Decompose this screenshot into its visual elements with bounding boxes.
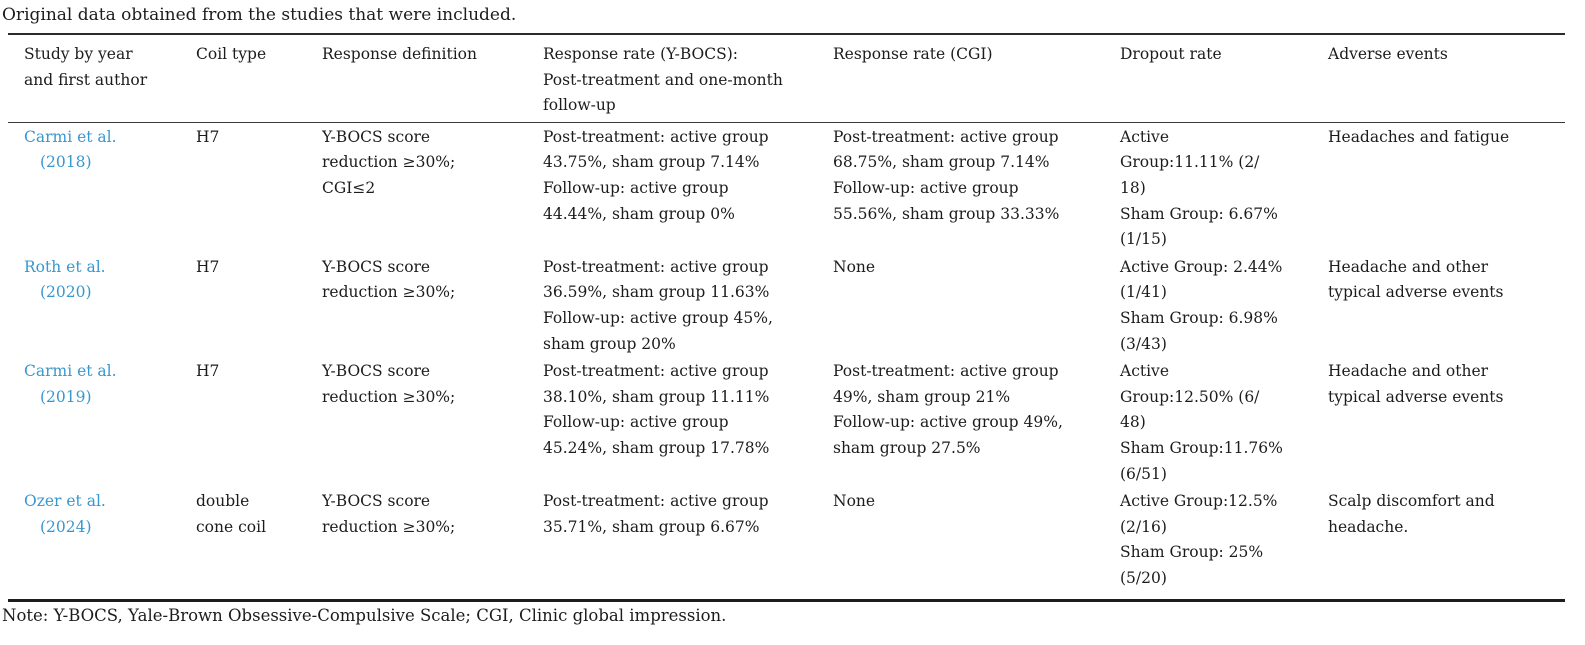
table-row: Roth et al. (2020) H7 Y-BOCS score reduc…: [8, 253, 1565, 357]
col-header-response-rate-ybocs: Response rate (Y-BOCS): Post-treatment a…: [543, 34, 833, 123]
cell-coil-type: H7: [196, 362, 220, 381]
cell-response-definition: Y-BOCS score reduction ≥30%;: [322, 362, 456, 406]
cell-dropout-rate: Active Group:12.50% (6/ 48) Sham Group:1…: [1120, 362, 1283, 483]
cell-response-rate-cgi: None: [833, 257, 876, 276]
col-header-adverse-events: Adverse events: [1328, 34, 1565, 123]
col-header-response-rate-cgi: Response rate (CGI): [833, 34, 1120, 123]
cell-coil-type: double cone coil: [196, 492, 267, 536]
cell-study: Roth et al. (2020): [8, 253, 196, 357]
cell-response-rate-cgi: None: [833, 492, 876, 511]
table-row: Carmi et al. (2019) H7 Y-BOCS score redu…: [8, 357, 1565, 487]
col-header-response-definition: Response definition: [322, 34, 543, 123]
cell-response-rate-cgi: Post-treatment: active group 49%, sham g…: [833, 362, 1063, 457]
cell-response-rate-ybocs: Post-treatment: active group 35.71%, sha…: [543, 492, 769, 536]
cell-adverse-events: Headaches and fatigue: [1328, 127, 1510, 146]
table-row: Ozer et al. (2024) double cone coil Y-BO…: [8, 487, 1565, 601]
cell-dropout-rate: Active Group:11.11% (2/ 18) Sham Group: …: [1120, 127, 1278, 249]
cell-response-rate-ybocs: Post-treatment: active group 38.10%, sha…: [543, 362, 770, 457]
cell-dropout-rate: Active Group:12.5% (2/16) Sham Group: 25…: [1120, 492, 1278, 587]
cell-coil-type: H7: [196, 257, 220, 276]
col-header-study: Study by year and first author: [8, 34, 196, 123]
table-footnote: Note: Y-BOCS, Yale-Brown Obsessive-Compu…: [2, 606, 727, 625]
cell-response-definition: Y-BOCS score reduction ≥30%;: [322, 492, 456, 536]
study-citation-link[interactable]: Carmi et al. (2018): [24, 127, 117, 172]
cell-study: Ozer et al. (2024): [8, 487, 196, 601]
table-row: Carmi et al. (2018) H7 Y-BOCS score redu…: [8, 122, 1565, 252]
cell-coil-type: H7: [196, 127, 220, 146]
cell-adverse-events: Headache and other typical adverse event…: [1328, 362, 1504, 406]
cell-response-definition: Y-BOCS score reduction ≥30%;: [322, 257, 456, 302]
table-caption: Original data obtained from the studies …: [2, 5, 517, 25]
cell-adverse-events: Headache and other typical adverse event…: [1328, 257, 1504, 302]
cell-response-rate-ybocs: Post-treatment: active group 43.75%, sha…: [543, 127, 769, 223]
table-header-row: Study by year and first author Coil type…: [8, 34, 1565, 123]
study-citation-link[interactable]: Ozer et al. (2024): [24, 492, 106, 536]
study-citation-link[interactable]: Carmi et al. (2019): [24, 362, 117, 406]
studies-table: Study by year and first author Coil type…: [8, 33, 1565, 603]
cell-response-rate-cgi: Post-treatment: active group 68.75%, sha…: [833, 127, 1060, 223]
study-citation-link[interactable]: Roth et al. (2020): [24, 257, 106, 302]
col-header-dropout-rate: Dropout rate: [1120, 34, 1328, 123]
col-header-coil-type: Coil type: [196, 34, 322, 123]
cell-response-rate-ybocs: Post-treatment: active group 36.59%, sha…: [543, 257, 773, 353]
cell-study: Carmi et al. (2018): [8, 122, 196, 252]
cell-dropout-rate: Active Group: 2.44% (1/41) Sham Group: 6…: [1120, 257, 1283, 353]
cell-study: Carmi et al. (2019): [8, 357, 196, 487]
cell-adverse-events: Scalp discomfort and headache.: [1328, 492, 1495, 536]
cell-response-definition: Y-BOCS score reduction ≥30%; CGI≤2: [322, 127, 456, 197]
